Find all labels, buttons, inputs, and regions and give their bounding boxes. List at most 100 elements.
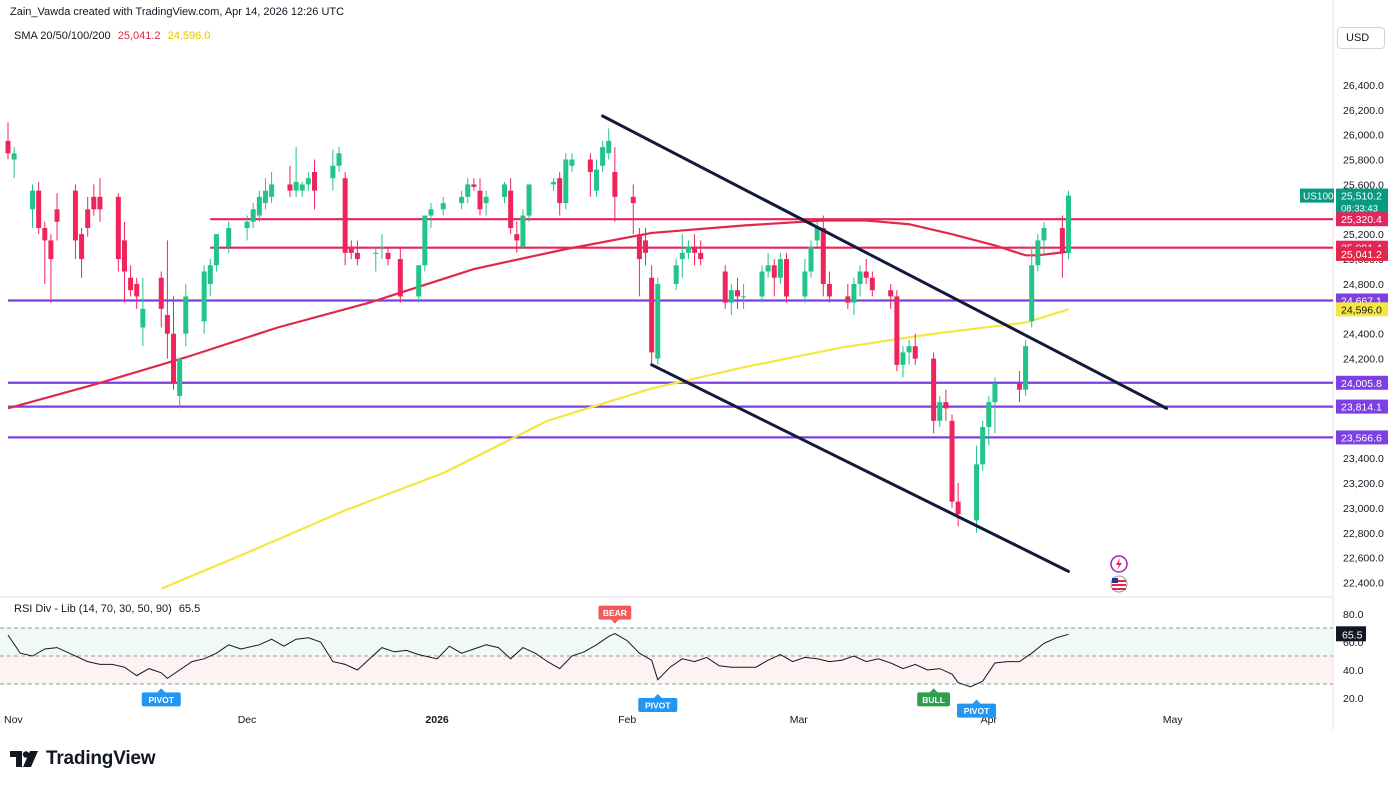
price-tag-text: 24,005.8 (1341, 378, 1382, 390)
price-tick-label: 24,800.0 (1343, 279, 1384, 291)
bear-candle (955, 483, 961, 527)
candle-body (912, 346, 918, 359)
candle-body (937, 402, 943, 421)
bear-candle (943, 389, 949, 421)
bull-candle (986, 395, 992, 446)
candle-body (630, 196, 636, 204)
price-tag: US100 25,510.208:33:43 (1300, 188, 1388, 215)
bear-signal-label: BEAR (598, 605, 632, 624)
us-flag-stripe (1112, 584, 1126, 586)
bull-candle (728, 283, 734, 316)
rsi-legend: RSI Div - Lib (14, 70, 30, 50, 90) 65.5 (14, 603, 200, 615)
symbol-tag-box (1300, 188, 1334, 203)
candle-body (91, 196, 97, 210)
bull-candle (1065, 190, 1071, 260)
bull-candle (1023, 339, 1029, 396)
candle-body (992, 383, 998, 403)
bear-candle (820, 215, 826, 297)
candle-body (213, 234, 219, 266)
rsi-line (7, 633, 1069, 688)
bull-candle (980, 420, 986, 471)
bull-candle (759, 265, 765, 303)
rsi-tick-label: 20.0 (1343, 693, 1364, 705)
candle-body (128, 277, 134, 291)
price-tag-box (1336, 399, 1388, 414)
bull-candle (900, 346, 906, 378)
price-tag-box (1336, 302, 1388, 317)
bull-candle (741, 283, 747, 309)
bull-candle (465, 178, 471, 204)
symbol-tag-text: US100 (1303, 192, 1334, 203)
bear-candle (949, 414, 955, 508)
price-tag: 24,596.0 (1336, 302, 1388, 317)
pivot-signal-label: PIVOT (141, 688, 181, 707)
candle-body (269, 184, 275, 197)
candle-body (244, 221, 250, 228)
bull-candle (777, 252, 783, 284)
price-tag: 23,566.6 (1336, 430, 1388, 445)
bear-candle (121, 221, 127, 303)
candle-body (888, 290, 894, 297)
bear-candle (557, 171, 563, 216)
bear-candle (784, 252, 790, 303)
bear-candle (869, 271, 875, 297)
bull-candle (299, 181, 305, 197)
bull-candle (600, 140, 606, 172)
bull-candle (1029, 246, 1035, 328)
candle-body (262, 190, 268, 204)
candle-body (655, 283, 661, 359)
candle-body (171, 333, 177, 384)
currency-button[interactable]: USD (1337, 27, 1385, 49)
signal-label-pointer (610, 619, 619, 624)
bull-candle (685, 240, 691, 260)
candle-body (158, 277, 164, 309)
sma-legend-value-1: 25,041.2 (117, 30, 161, 42)
bull-candle (857, 265, 863, 297)
bull-candle (250, 203, 256, 228)
candle-body (85, 209, 91, 228)
candle-body (177, 358, 183, 396)
bear-candle (587, 153, 593, 197)
pivot-signal-label: PIVOT (957, 699, 997, 718)
candle-body (79, 234, 85, 260)
candle-body (826, 283, 832, 297)
bear-candle (912, 333, 918, 365)
candle-body (293, 181, 299, 191)
signal-label-text: BEAR (603, 608, 627, 618)
candle-body (1035, 240, 1041, 266)
bull-candle (336, 147, 342, 172)
candle-body (348, 246, 354, 253)
candle-body (808, 246, 814, 272)
lightning-icon-bolt (1116, 558, 1122, 570)
candle-body (164, 315, 170, 334)
tradingview-logo[interactable]: TradingView (10, 748, 156, 770)
signal-label-pointer (157, 688, 166, 693)
bear-candle (649, 265, 655, 365)
price-tag-text: 25,041.2 (1341, 249, 1382, 261)
bull-candle (974, 445, 980, 533)
bull-candle (502, 181, 508, 204)
candle-body (183, 296, 189, 334)
candle-body (140, 308, 146, 328)
candle-body (980, 427, 986, 465)
time-tick-label: Dec (238, 714, 257, 726)
rsi-overbought-band (0, 628, 1333, 656)
sma-red-line (7, 219, 1069, 410)
candle-body (428, 209, 434, 216)
candle-body (857, 271, 863, 284)
candle-body (900, 352, 906, 365)
candle-body (679, 252, 685, 260)
bear-candle (1059, 215, 1065, 278)
bear-candle (115, 193, 121, 272)
pivot-signal-label: PIVOT (638, 694, 678, 712)
candle-body (1016, 383, 1022, 390)
candle-body (863, 271, 869, 278)
price-tag: 24,005.8 (1336, 375, 1388, 390)
bear-candle (354, 240, 360, 266)
candle-body (820, 227, 826, 284)
bear-candle (630, 184, 636, 235)
price-tag-text: 25,320.4 (1341, 214, 1382, 226)
bear-candle (1016, 371, 1022, 403)
candle-body (514, 234, 520, 241)
bear-candle (342, 171, 348, 266)
